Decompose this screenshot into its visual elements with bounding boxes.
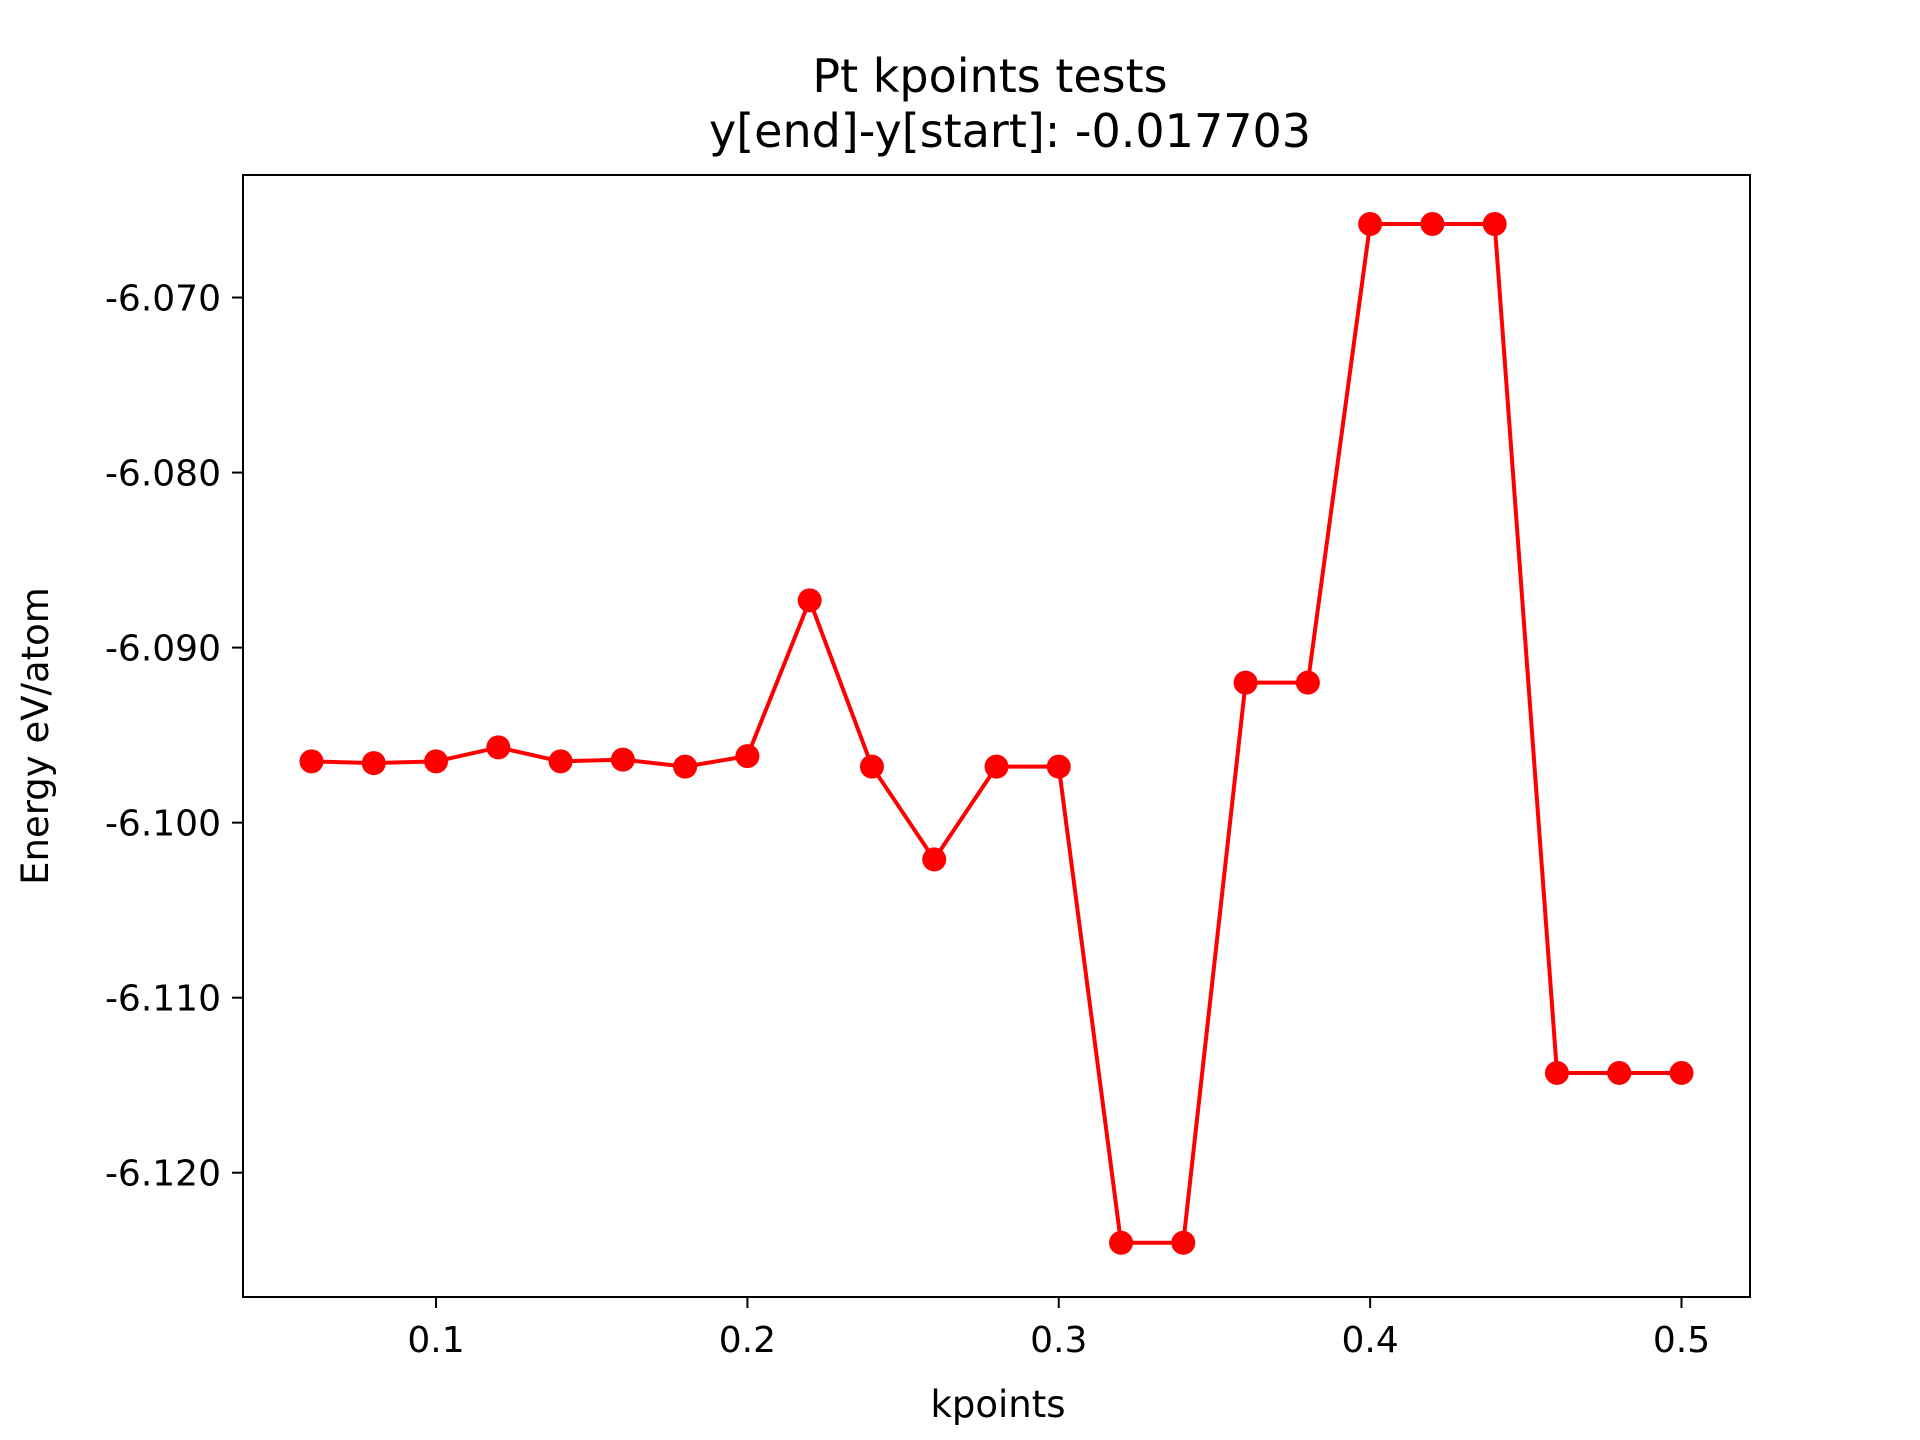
data-point [1607,1060,1632,1085]
data-point [859,754,884,779]
data-point [922,847,947,872]
data-point [1669,1060,1694,1085]
y-tick-label: -6.080 [105,454,221,495]
x-axis-label: kpoints [930,1383,1065,1426]
data-point [1420,212,1445,237]
y-axis-label: Energy eV/atom [14,587,57,885]
chart-title: Pt kpoints tests [812,49,1167,103]
data-point [735,744,760,769]
y-tick-label: -6.070 [105,279,221,320]
axes-frame [242,174,1751,1298]
data-point [1358,212,1383,237]
data-point [797,588,822,613]
data-point [1295,670,1320,695]
x-tick-label: 0.5 [1653,1320,1710,1361]
data-point [1233,670,1258,695]
data-point [673,754,698,779]
y-tick-label: -6.110 [105,979,221,1020]
data-point [1109,1230,1134,1255]
data-point [361,751,386,776]
series-line [311,222,1682,1245]
x-tick-label: 0.2 [719,1320,776,1361]
data-point [548,749,573,774]
data-point [1046,754,1071,779]
data-point [486,735,511,760]
data-point [299,749,324,774]
chart-subtitle: y[end]-y[start]: -0.017703 [709,104,1311,158]
plot-area: -6.070 -6.080 -6.090 -6.100 -6.110 -6.120 0.1 0… [105,174,1751,1361]
x-tick-label: 0.3 [1030,1320,1087,1361]
data-point [1482,212,1507,237]
data-point [984,754,1009,779]
data-point [1544,1060,1569,1085]
y-tick-label: -6.100 [105,804,221,845]
y-tick-label: -6.120 [105,1154,221,1195]
data-point [1171,1230,1196,1255]
data-point [424,749,449,774]
x-tick-label: 0.1 [407,1320,464,1361]
y-tick-label: -6.090 [105,629,221,670]
x-tick-label: 0.4 [1342,1320,1399,1361]
data-point [610,747,635,772]
